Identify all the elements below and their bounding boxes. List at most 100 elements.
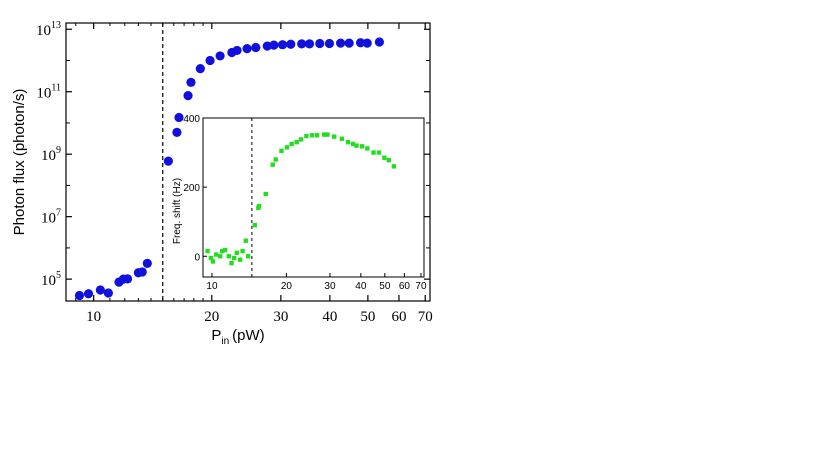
freq-shift-point [354,143,359,148]
inset-x-tick-label: 20 [281,281,293,292]
freq-shift-point [314,133,320,138]
photon-flux-point [344,38,354,48]
photon-flux-point [374,37,385,47]
photon-flux-point [163,156,173,166]
main-x-tick-label: 70 [418,309,433,325]
photon-flux-point [315,38,325,49]
freq-shift-point [252,222,257,228]
freq-shift-point [321,132,327,137]
freq-shift-point [298,137,304,142]
main-x-tick-label: 10 [86,309,101,325]
main-x-axis-label: Pin (pW) [211,327,264,347]
freq-shift-point [309,133,315,138]
freq-shift-point [270,162,275,167]
freq-shift-point [234,250,239,256]
photon-flux-point [251,42,261,53]
freq-shift-point [208,255,214,261]
main-plot-frame [65,22,431,302]
main-y-axis-label: Photon flux (photon/s) [11,89,28,236]
freq-shift-point [391,164,397,169]
freq-shift-point [210,259,216,264]
freq-shift-point [386,157,392,163]
main-y-tick-label: 109 [41,145,61,164]
inset-x-tick-label: 70 [415,281,427,292]
freq-shift-point [279,148,284,154]
freq-shift-point [256,203,262,209]
photon-flux-point [95,285,105,295]
inset-x-tick-label: 40 [355,281,367,292]
photon-flux-point [142,258,152,268]
main-x-tick-label: 20 [204,309,219,325]
freq-shift-point [365,146,370,151]
photon-flux-point [297,39,307,49]
inset-y-tick-label: 400 [183,114,200,125]
freq-shift-point [263,191,268,197]
photon-flux-point [122,274,133,284]
freq-shift-point [289,141,294,147]
main-y-tick-label: 105 [41,270,61,289]
inset-x-tick-label: 60 [399,281,411,292]
photon-flux-point [183,91,193,101]
inset-x-tick-label: 50 [379,281,391,292]
inset-x-tick-labels: 10 20 30 40 50 60 70 [206,281,427,292]
freq-shift-point [205,248,210,254]
photon-flux-point [269,40,279,50]
main-x-tick-label: 60 [391,309,406,325]
freq-shift-point [222,247,228,253]
freq-shift-point [284,145,290,150]
photon-flux-point [174,112,184,123]
main-y-tick-label: 107 [41,208,61,227]
photon-flux-point [242,44,252,54]
main-x-tick-label: 30 [273,309,288,325]
photon-flux-point [172,127,182,137]
freq-shift-point [382,155,387,160]
photon-flux-point [335,38,346,48]
photon-flux-point [324,38,335,49]
freq-shift-point [304,133,309,139]
main-x-tick-marks [93,23,426,301]
main-minor-x-ticks [75,23,204,301]
inset-data-points [205,132,397,266]
freq-shift-point [350,141,356,147]
freq-shift-point [339,136,345,141]
inset-y-tick-label: 200 [183,183,200,194]
inset-x-tick-label: 30 [324,281,336,292]
freq-shift-point [331,134,337,139]
freq-shift-point [240,248,245,254]
main-x-tick-label: 40 [322,309,337,325]
photon-flux-point [232,45,242,56]
photon-flux-point [74,290,85,301]
inset-y-tick-marks [203,117,207,257]
freq-shift-point [376,150,382,155]
photon-flux-point [355,38,366,48]
freq-shift-point [231,255,237,261]
main-x-tick-label: 50 [360,309,375,325]
freq-shift-point [245,254,251,259]
freq-shift-point [229,260,234,266]
inset-plot: 10 20 30 40 50 60 70 0 200 400 Freq. shift (Hz) [172,114,427,292]
photon-flux-point [186,77,196,87]
photon-flux-point [362,38,372,48]
freq-shift-point [218,254,223,259]
photon-flux-point [277,40,288,50]
photon-flux-point [83,289,94,299]
photon-flux-point [205,55,215,66]
freq-shift-point [371,150,376,155]
main-x-tick-labels: 10 20 30 40 50 60 70 [86,309,433,325]
freq-shift-point [359,144,365,149]
inset-plot-frame [202,117,425,278]
main-y-tick-label: 1011 [36,83,61,102]
photon-flux-point [286,39,296,49]
inset-y-axis-label: Freq. shift (Hz) [172,178,183,244]
freq-shift-point [325,132,330,137]
photon-flux-point [215,51,225,61]
freq-shift-point [294,139,299,145]
main-y-tick-labels: 105 107 109 1011 1013 [36,20,61,289]
photon-flux-point [103,288,113,298]
photon-flux-point [304,39,315,49]
photon-flux-point [195,63,205,74]
main-data-points [74,37,385,301]
main-y-tick-label: 1013 [36,20,61,39]
freq-shift-point [273,157,278,162]
